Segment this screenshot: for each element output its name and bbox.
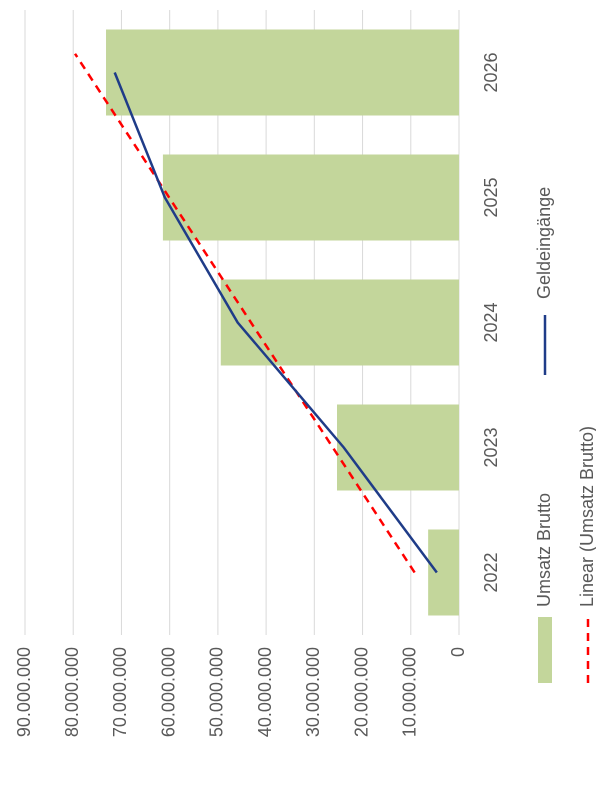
legend-label: Linear (Umsatz Brutto) [577,426,596,607]
line-series [113,72,438,574]
bar [428,529,460,616]
bar [336,404,459,491]
y-tick-label: 50.000.000 [207,647,227,737]
x-tick-label: 2025 [481,177,501,217]
trendline [73,53,416,574]
y-tick-label: 60.000.000 [158,647,178,737]
y-tick-label: 20.000.000 [351,647,371,737]
x-tick-label: 2026 [481,52,501,92]
y-tick-label: 70.000.000 [110,647,130,737]
bar [162,154,459,241]
y-tick-label: 0 [448,647,468,657]
x-tick-label: 2023 [481,427,501,467]
y-tick-label: 40.000.000 [255,647,275,737]
legend-swatch [538,617,552,683]
y-tick-label: 90.000.000 [14,647,34,737]
bar [106,29,459,116]
rotated-plot: 0 10.000.000 20.000.000 30.000.000 40.000.00… [14,10,596,737]
bar [220,279,459,366]
y-tick-label: 30.000.000 [303,647,323,737]
y-tick-label: 10.000.000 [400,647,420,737]
x-tick-label: 2024 [481,302,501,342]
legend-label: Geldeingänge [534,187,554,299]
y-tick-label: 80.000.000 [62,647,82,737]
legend-label: Umsatz Brutto [534,493,554,607]
x-tick-label: 2022 [481,552,501,592]
